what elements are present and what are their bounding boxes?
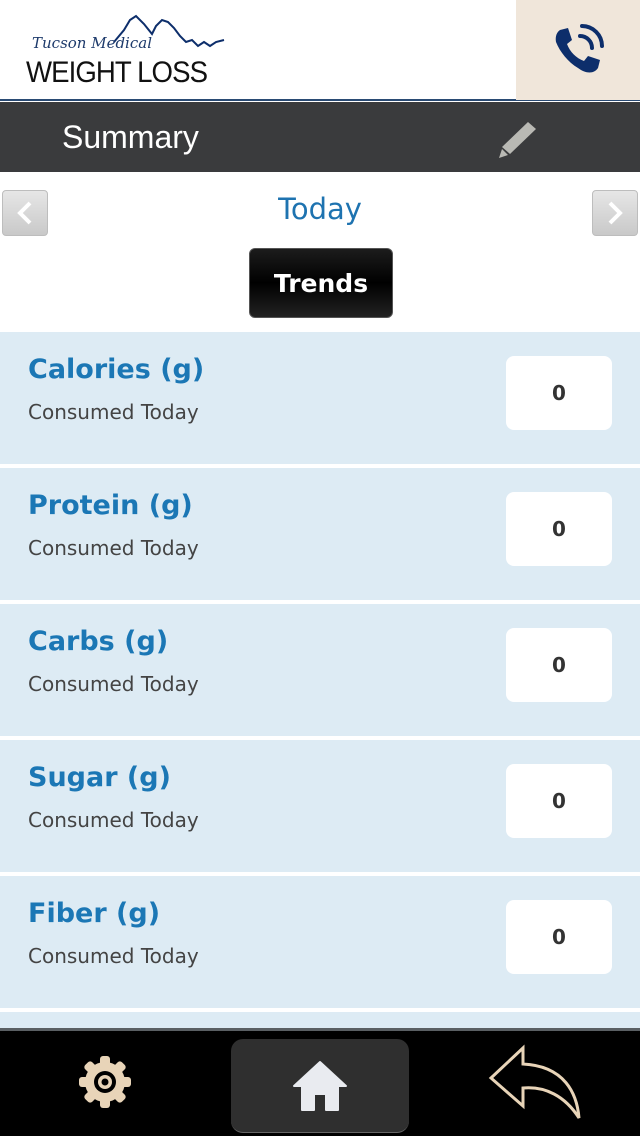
nutrient-row-carbs: Carbs (g) Consumed Today 0 [0,604,640,736]
nutrient-name: Protein (g) [28,490,193,521]
trends-button[interactable]: Trends [249,248,393,318]
call-button[interactable] [516,0,640,100]
page-title: Summary [62,119,199,155]
nutrient-value[interactable]: 0 [506,900,612,974]
nutrient-sub: Consumed Today [28,536,199,560]
nutrient-row-protein: Protein (g) Consumed Today 0 [0,468,640,600]
nutrient-row-sugar: Sugar (g) Consumed Today 0 [0,740,640,872]
nutrient-row-partial [0,1012,640,1032]
nutrient-row-fiber: Fiber (g) Consumed Today 0 [0,876,640,1008]
nutrient-value[interactable]: 0 [506,764,612,838]
chevron-left-icon [17,201,32,225]
prev-day-button[interactable] [2,190,48,236]
logo: Tucson Medical WEIGHT LOSS [24,12,234,90]
nutrient-value[interactable]: 0 [506,356,612,430]
date-label: Today [278,192,362,226]
nutrient-sub: Consumed Today [28,672,199,696]
home-button[interactable] [231,1039,409,1133]
back-button[interactable] [480,1039,590,1129]
pencil-icon [499,122,536,158]
nutrient-sub: Consumed Today [28,808,199,832]
nutrient-sub: Consumed Today [28,944,199,968]
back-arrow-icon [488,1044,581,1119]
nutrient-name: Carbs (g) [28,626,169,657]
phone-icon [555,24,604,73]
bottom-nav [0,1028,640,1136]
nutrient-row-calories: Calories (g) Consumed Today 0 [0,332,640,464]
nutrient-value[interactable]: 0 [506,628,612,702]
home-icon [293,1060,347,1111]
mountain-logo-icon [114,14,225,48]
title-bar: Summary [0,102,640,172]
nutrient-name: Sugar (g) [28,762,171,793]
nutrient-sub: Consumed Today [28,400,199,424]
nutrient-name: Fiber (g) [28,898,161,929]
nutrient-name: Calories (g) [28,354,205,385]
chevron-right-icon [608,201,623,225]
settings-button[interactable] [70,1047,140,1117]
gear-icon [79,1056,131,1108]
edit-button[interactable] [498,120,542,164]
app-header: Tucson Medical WEIGHT LOSS [0,0,640,101]
next-day-button[interactable] [592,190,638,236]
nutrient-value[interactable]: 0 [506,492,612,566]
